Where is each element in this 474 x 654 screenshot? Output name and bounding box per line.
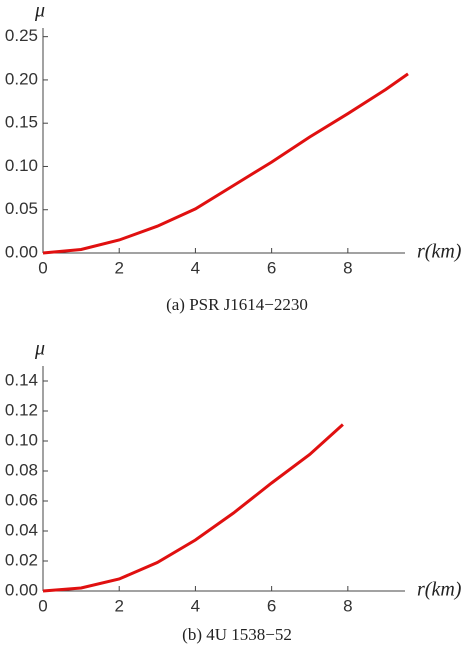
y-axis-label: μ: [34, 0, 45, 22]
x-tick-label: 8: [343, 258, 352, 277]
curve: [42, 423, 344, 593]
x-tick-label: 0: [38, 596, 47, 615]
y-tick-label: 0.02: [5, 550, 38, 569]
y-tick-label: 0.00: [5, 580, 38, 599]
y-tick-label: 0.06: [5, 490, 38, 509]
y-tick-label: 0.00: [5, 242, 38, 261]
x-tick-label: 6: [267, 258, 276, 277]
x-axis-label: r(km): [417, 579, 462, 601]
caption: (a) PSR J1614−2230: [166, 295, 308, 314]
x-tick-label: 0: [38, 258, 47, 277]
y-tick-label: 0.15: [5, 113, 38, 132]
y-tick-label: 0.12: [5, 400, 38, 419]
y-tick-label: 0.04: [5, 520, 38, 539]
x-tick-label: 6: [267, 596, 276, 615]
x-tick-label: 4: [191, 258, 200, 277]
y-tick-label: 0.08: [5, 460, 38, 479]
x-tick-label: 2: [114, 258, 123, 277]
x-axis-label: r(km): [417, 241, 462, 263]
y-tick-label: 0.25: [5, 26, 38, 45]
y-tick-label: 0.10: [5, 430, 38, 449]
y-tick-label: 0.05: [5, 199, 38, 218]
caption: (b) 4U 1538−52: [182, 625, 292, 644]
curve: [42, 72, 409, 255]
x-tick-label: 4: [191, 596, 200, 615]
y-tick-label: 0.20: [5, 69, 38, 88]
y-tick-label: 0.14: [5, 370, 38, 389]
x-tick-label: 8: [343, 596, 352, 615]
y-axis-label: μ: [34, 338, 45, 360]
y-tick-label: 0.10: [5, 156, 38, 175]
x-tick-label: 2: [114, 596, 123, 615]
